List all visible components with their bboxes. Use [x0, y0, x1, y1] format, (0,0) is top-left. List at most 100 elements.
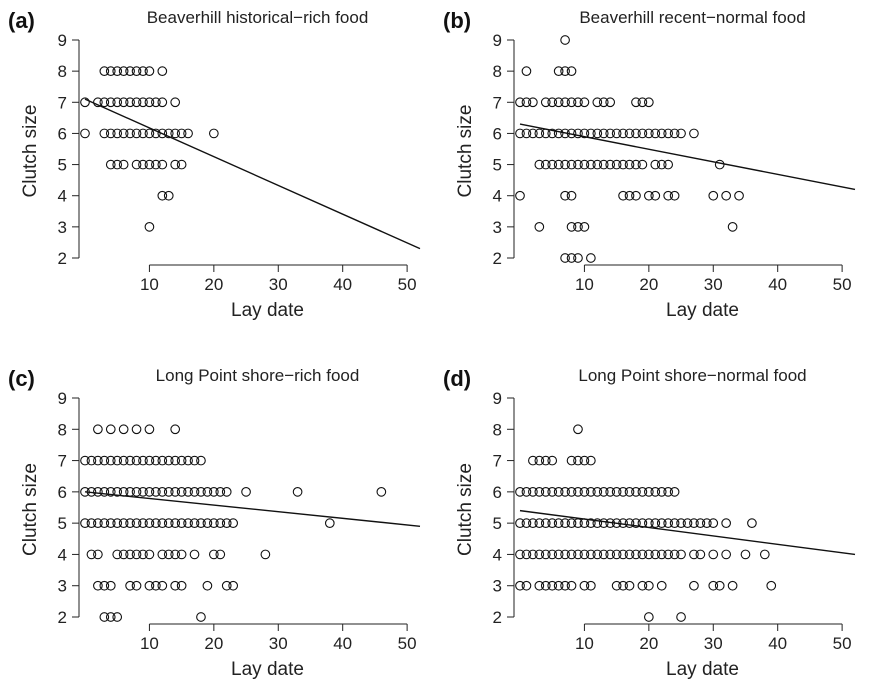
data-point — [618, 580, 628, 591]
x-tick-label: 50 — [833, 275, 852, 294]
data-point — [573, 97, 583, 108]
data-point — [643, 487, 654, 497]
y-tick-label: 9 — [493, 31, 502, 50]
y-tick-label: 4 — [493, 187, 502, 206]
x-tick-label: 10 — [575, 275, 594, 294]
panel-title: Beaverhill recent−normal food — [579, 8, 805, 27]
y-tick-label: 5 — [493, 156, 502, 175]
data-point — [163, 128, 174, 139]
data-point — [721, 549, 732, 560]
data-point — [521, 549, 532, 560]
data-point — [766, 580, 777, 591]
data-point — [560, 190, 570, 201]
data-point — [624, 190, 635, 201]
x-tick-label: 20 — [204, 634, 223, 653]
data-point — [125, 66, 135, 76]
data-point — [560, 518, 570, 528]
data-point — [650, 518, 661, 528]
data-point — [598, 549, 609, 560]
data-point — [560, 549, 570, 560]
data-point — [663, 518, 674, 528]
data-point — [566, 222, 577, 232]
data-point — [650, 128, 661, 139]
data-point — [540, 580, 551, 591]
data-point — [759, 549, 770, 560]
data-point — [624, 580, 635, 591]
data-point — [138, 159, 148, 170]
data-point — [534, 128, 545, 139]
data-point — [260, 549, 271, 560]
data-point — [151, 487, 161, 497]
data-point — [144, 487, 155, 497]
data-point — [202, 487, 213, 497]
data-point — [176, 518, 187, 528]
data-point — [202, 580, 213, 591]
data-point — [579, 580, 590, 591]
data-point — [521, 128, 532, 139]
data-point — [521, 66, 532, 76]
data-point — [125, 518, 135, 528]
data-point — [183, 128, 193, 139]
data-point — [112, 612, 123, 622]
data-point — [112, 159, 123, 170]
x-tick-label: 40 — [768, 275, 787, 294]
data-point — [566, 580, 577, 591]
data-point — [540, 487, 551, 497]
data-point — [560, 253, 570, 263]
data-point — [118, 455, 129, 466]
data-point — [689, 549, 699, 560]
data-point — [598, 128, 609, 139]
data-point — [540, 455, 551, 466]
data-point — [528, 487, 538, 497]
data-point — [631, 487, 641, 497]
panel-c: (c) Long Point shore−rich food 2 3 4 5 6 7 8 9 10 2… — [8, 366, 421, 680]
panel-title: Long Point shore−normal food — [578, 366, 806, 385]
data-point — [566, 159, 577, 170]
data-point — [112, 518, 123, 528]
data-point — [689, 128, 699, 139]
data-point — [208, 487, 219, 497]
data-point — [598, 487, 609, 497]
data-point — [534, 159, 545, 170]
data-point — [624, 159, 635, 170]
data-point — [80, 455, 90, 466]
data-point — [157, 97, 168, 108]
x-tick-label: 50 — [398, 275, 417, 294]
data-point — [534, 222, 545, 232]
data-point — [553, 518, 564, 528]
data-point — [547, 549, 558, 560]
data-point — [624, 487, 635, 497]
data-point — [515, 190, 525, 201]
y-tick-label: 3 — [493, 218, 502, 237]
data-point — [515, 97, 525, 108]
data-point — [592, 159, 603, 170]
x-axis-label: Lay date — [666, 659, 739, 680]
data-point — [714, 580, 725, 591]
y-tick-label: 9 — [493, 389, 502, 408]
data-point — [170, 159, 181, 170]
x-tick-label: 30 — [704, 634, 723, 653]
data-point — [534, 487, 545, 497]
data-point — [515, 128, 525, 139]
data-point — [605, 159, 616, 170]
y-tick-label: 2 — [493, 608, 502, 627]
data-point — [515, 487, 525, 497]
data-point — [669, 128, 680, 139]
data-point — [708, 190, 719, 201]
y-axis-label: Clutch size — [20, 463, 41, 556]
data-point — [157, 518, 168, 528]
data-point — [624, 518, 635, 528]
data-point — [157, 66, 168, 76]
data-point — [528, 455, 538, 466]
data-point — [189, 518, 200, 528]
data-point — [80, 128, 90, 139]
data-point — [105, 487, 116, 497]
data-point — [676, 612, 686, 622]
data-point — [228, 580, 239, 591]
regression-line — [84, 491, 421, 527]
data-point — [534, 549, 545, 560]
data-point — [170, 455, 181, 466]
y-axis-label: Clutch size — [20, 105, 41, 198]
data-point — [86, 549, 97, 560]
x-tick-label: 20 — [639, 634, 658, 653]
